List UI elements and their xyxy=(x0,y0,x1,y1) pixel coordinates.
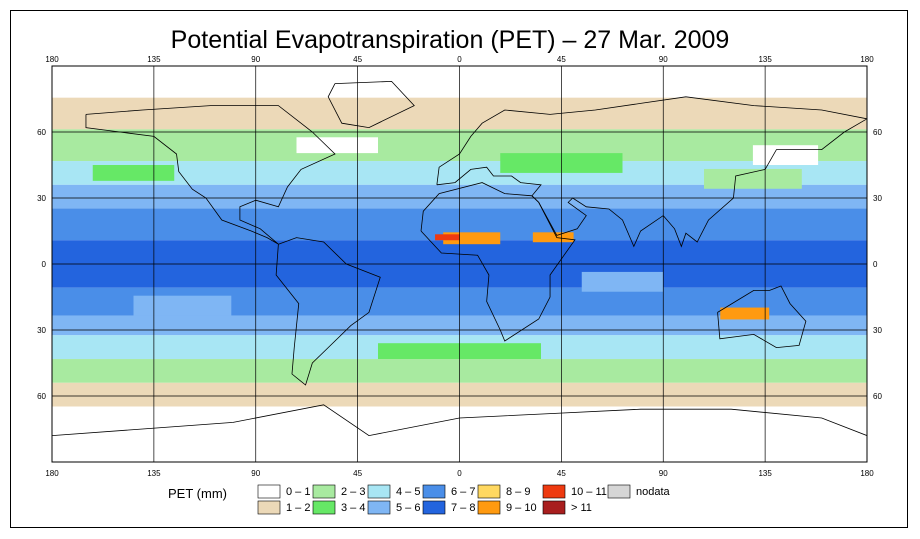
figure-frame xyxy=(10,10,908,528)
longitude-label: 180 xyxy=(45,55,59,64)
pet-patch xyxy=(532,232,574,243)
coastline xyxy=(275,237,381,386)
coastline xyxy=(327,80,415,129)
legend-label: nodata xyxy=(636,486,671,498)
legend-swatch xyxy=(542,484,566,499)
pet-patch xyxy=(581,271,664,292)
legend-label: 5 – 6 xyxy=(396,502,420,514)
coastline xyxy=(717,285,807,349)
coastline xyxy=(420,182,576,342)
legend-swatch xyxy=(422,484,446,499)
legend-label: > 11 xyxy=(571,502,592,514)
legend-label: 7 – 8 xyxy=(451,502,475,514)
graticule xyxy=(52,66,867,462)
latitude-label: 60 xyxy=(37,128,46,137)
longitude-label: 135 xyxy=(758,55,772,64)
latitude-label: 0 xyxy=(873,260,878,269)
latitude-label: 30 xyxy=(873,194,882,203)
coastline xyxy=(436,96,867,248)
legend-label: 2 – 3 xyxy=(341,486,365,498)
longitude-label: 90 xyxy=(659,469,668,478)
longitude-label: 135 xyxy=(758,469,772,478)
longitude-label: 45 xyxy=(557,469,566,478)
latitude-label: 30 xyxy=(873,326,882,335)
tick-labels: 180 180 135 135 90 90 45 45 0 0 45 45 90 90 135 135 180 1… xyxy=(37,55,882,478)
longitude-label: 135 xyxy=(147,55,161,64)
longitude-label: 45 xyxy=(353,469,362,478)
latitude-label: 30 xyxy=(37,194,46,203)
legend-swatch xyxy=(367,500,391,515)
legend-swatch xyxy=(257,500,281,515)
legend-label: 10 – 11 xyxy=(571,486,607,498)
longitude-label: 90 xyxy=(659,55,668,64)
legend-label: 0 – 1 xyxy=(286,486,310,498)
longitude-label: 180 xyxy=(860,469,874,478)
legend: PET (mm) 0 – 1 1 – 2 2 – 3 3 – 4 4 – 5 5 – 6 6 … xyxy=(168,484,671,515)
pet-patch xyxy=(443,232,501,245)
legend-swatch xyxy=(312,500,336,515)
legend-label: 1 – 2 xyxy=(286,502,310,514)
latitude-label: 30 xyxy=(37,326,46,335)
legend-swatch xyxy=(607,484,631,499)
pet-patch xyxy=(296,137,378,154)
longitude-label: 180 xyxy=(860,55,874,64)
legend-label: 9 – 10 xyxy=(506,502,537,514)
legend-label: 8 – 9 xyxy=(506,486,530,498)
legend-swatch xyxy=(312,484,336,499)
longitude-label: 45 xyxy=(353,55,362,64)
map-border xyxy=(51,65,868,463)
legend-title: PET (mm) xyxy=(168,486,227,501)
longitude-label: 45 xyxy=(557,55,566,64)
longitude-label: 90 xyxy=(251,55,260,64)
legend-swatch xyxy=(257,484,281,499)
legend-swatch xyxy=(477,500,501,515)
longitude-label: 0 xyxy=(457,55,462,64)
latitude-label: 0 xyxy=(42,260,47,269)
longitude-label: 90 xyxy=(251,469,260,478)
legend-swatch xyxy=(542,500,566,515)
pet-patch xyxy=(720,307,770,320)
legend-label: 3 – 4 xyxy=(341,502,365,514)
legend-label: 6 – 7 xyxy=(451,486,475,498)
longitude-label: 135 xyxy=(147,469,161,478)
pet-patch xyxy=(752,145,819,165)
pet-patch xyxy=(133,295,232,316)
legend-swatch xyxy=(422,500,446,515)
longitude-label: 0 xyxy=(457,469,462,478)
pet-patch xyxy=(704,168,802,189)
pet-patch xyxy=(92,165,175,181)
longitude-label: 180 xyxy=(45,469,59,478)
latitude-label: 60 xyxy=(873,392,882,401)
legend-swatch xyxy=(367,484,391,499)
latitude-label: 60 xyxy=(873,128,882,137)
latitude-label: 60 xyxy=(37,392,46,401)
legend-swatch xyxy=(477,484,501,499)
pet-patch xyxy=(435,234,460,241)
map-title: Potential Evapotranspiration (PET) – 27 … xyxy=(170,26,730,54)
legend-label: 4 – 5 xyxy=(396,486,420,498)
